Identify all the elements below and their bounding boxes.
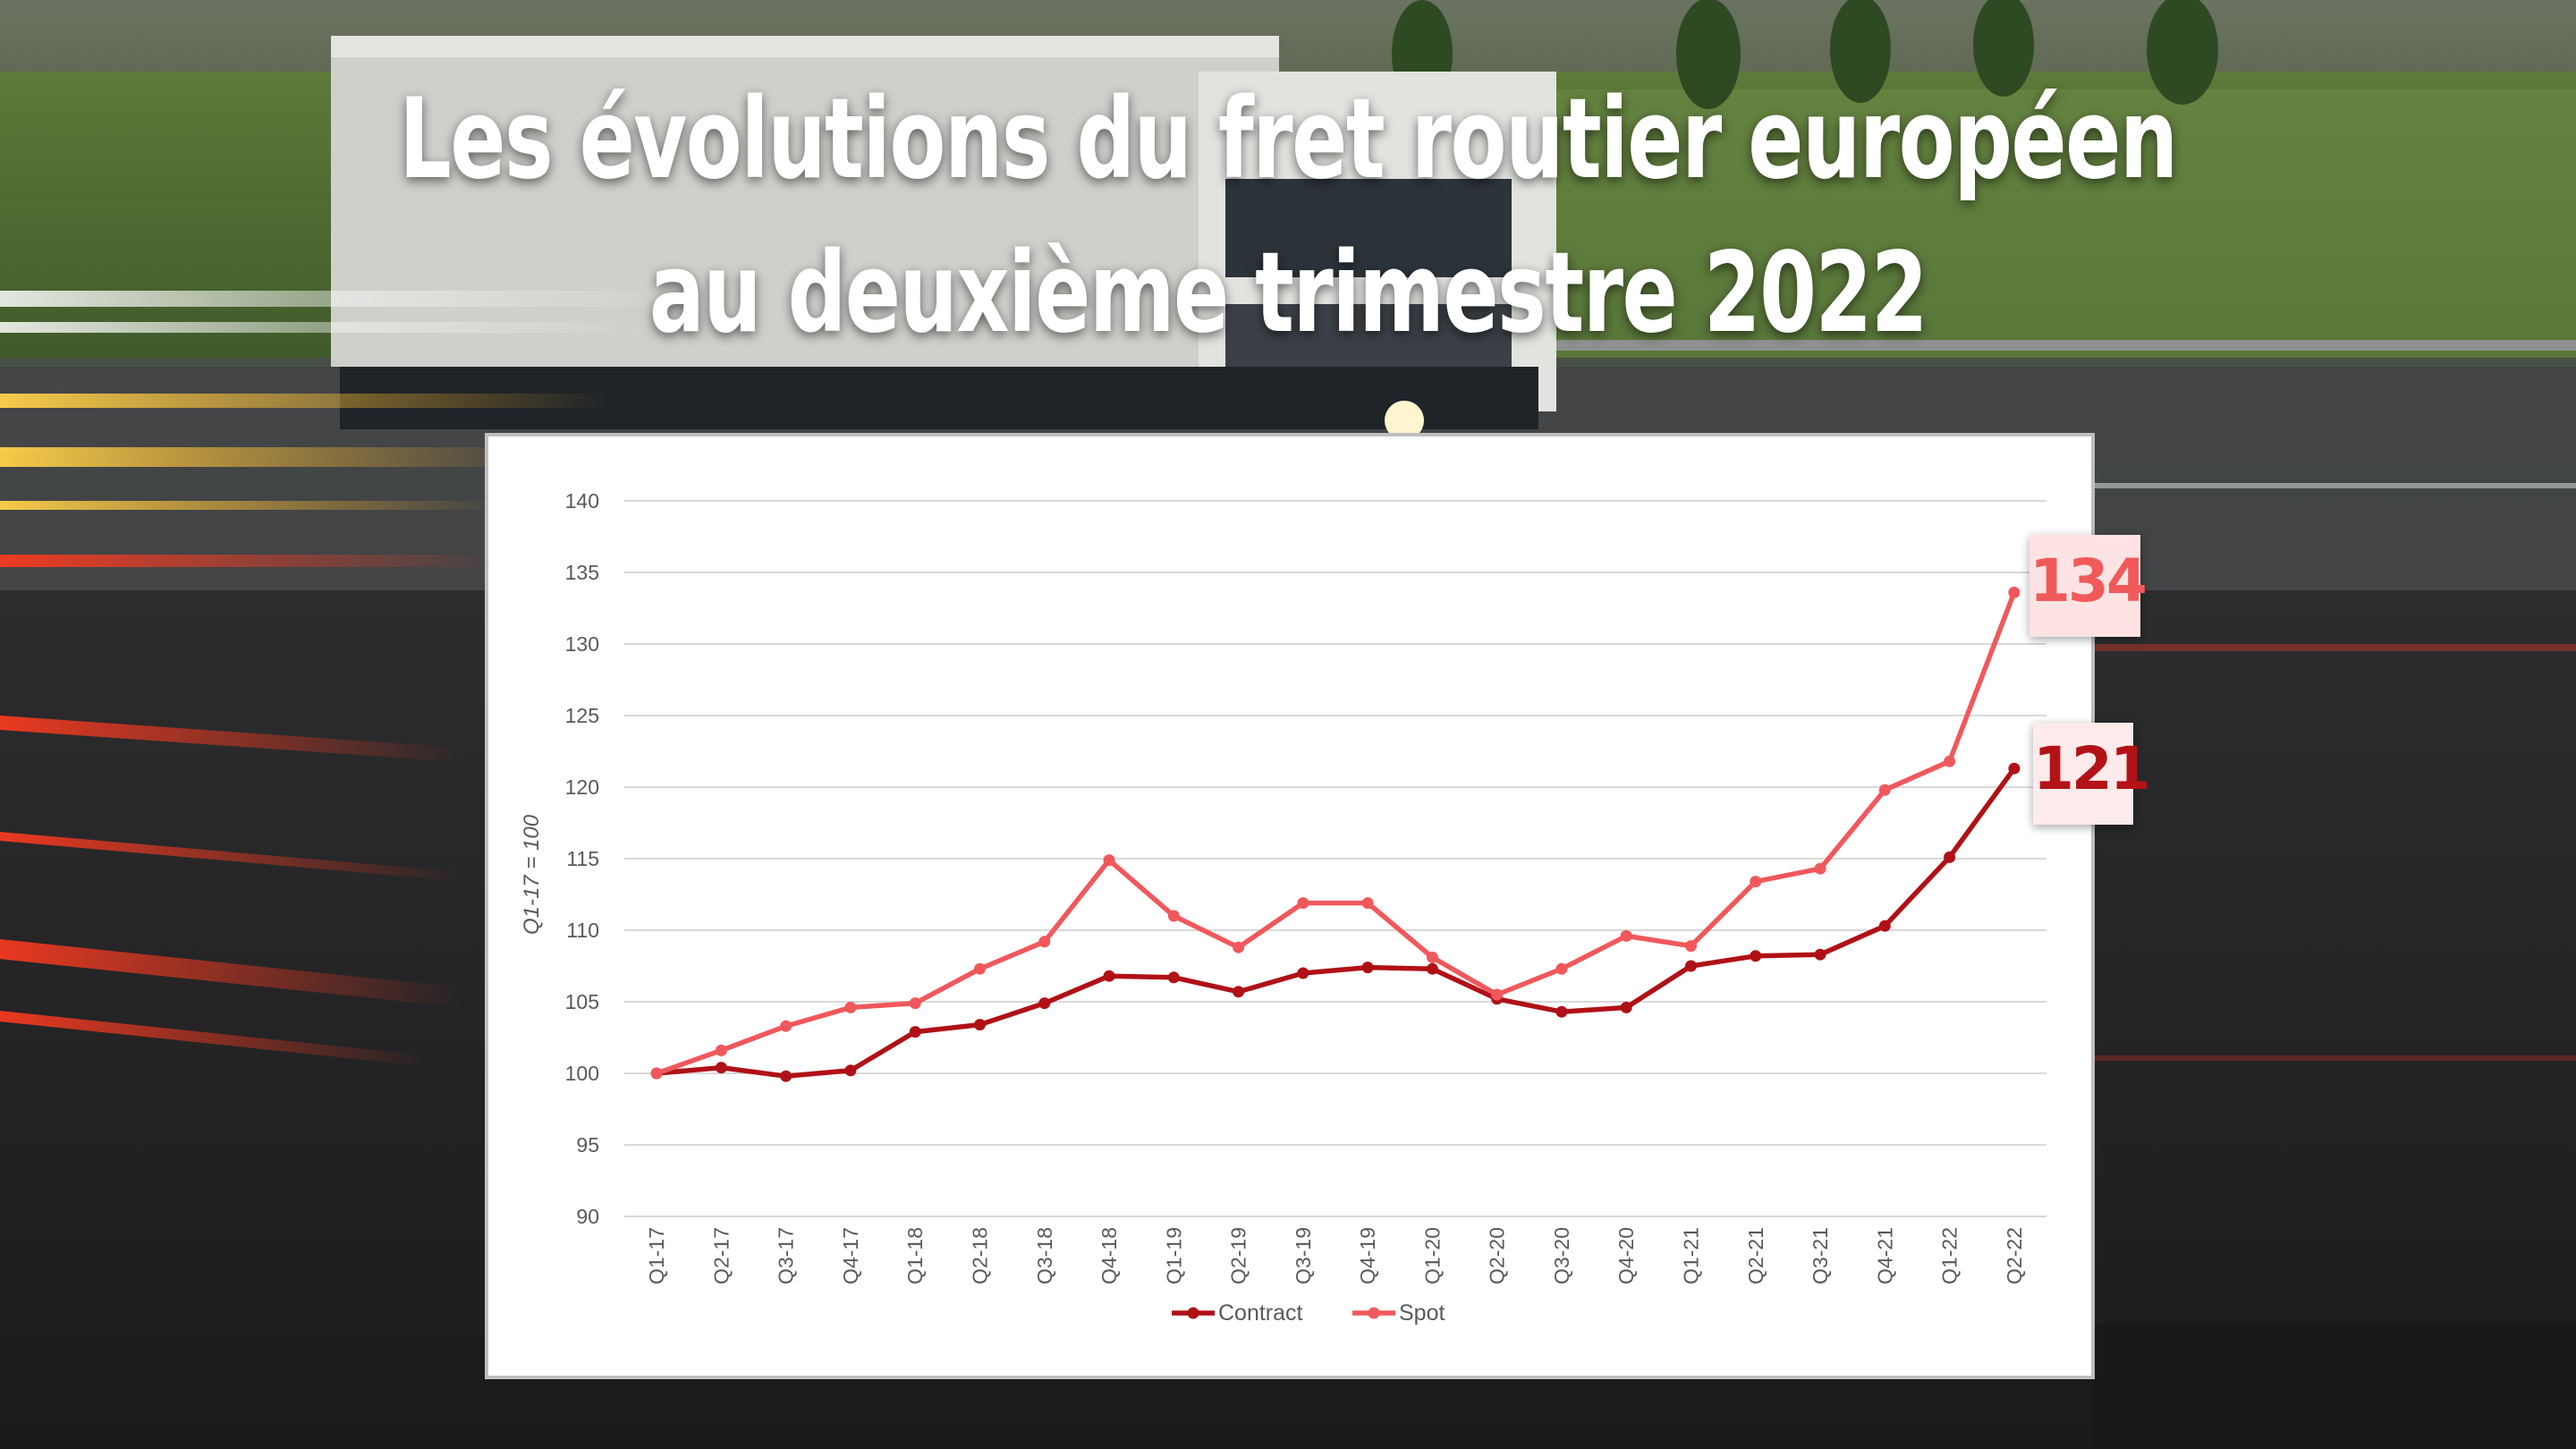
data-point-spot — [1038, 936, 1051, 948]
y-axis-ticks: 90 95 100 105 110 115 120 125 130 135 140 — [565, 489, 599, 1228]
x-tick-label: Q2-21 — [1744, 1227, 1767, 1284]
data-point-contract — [909, 1026, 921, 1038]
data-point-spot — [715, 1044, 727, 1056]
y-tick-label: 95 — [576, 1133, 599, 1157]
x-tick-label: Q2-22 — [2003, 1227, 2026, 1284]
x-tick-label: Q4-18 — [1097, 1227, 1121, 1284]
x-tick-label: Q1-17 — [645, 1227, 668, 1284]
series-spot — [650, 586, 2021, 1080]
spot-latest-value-callout: 134 — [2029, 535, 2148, 637]
contract-latest-value-callout: 121 — [2033, 723, 2151, 825]
y-tick-label: 140 — [565, 489, 599, 513]
data-point-contract — [974, 1019, 986, 1031]
x-tick-label: Q1-21 — [1680, 1227, 1703, 1284]
data-point-spot — [1426, 951, 1438, 963]
x-tick-label: Q1-19 — [1162, 1227, 1185, 1284]
data-point-spot — [1555, 962, 1568, 975]
x-tick-label: Q3-18 — [1033, 1227, 1056, 1284]
data-point-spot — [1750, 876, 1762, 888]
x-tick-label: Q3-21 — [1809, 1227, 1832, 1284]
data-point-spot — [1297, 897, 1309, 910]
y-tick-label: 110 — [566, 919, 599, 942]
data-point-contract — [1103, 970, 1115, 982]
series-line-spot — [656, 591, 2017, 1076]
x-tick-label: Q3-17 — [775, 1227, 798, 1284]
series-lines — [650, 586, 2021, 1082]
y-tick-label: 130 — [565, 632, 599, 656]
data-point-contract — [844, 1064, 857, 1077]
data-point-spot — [1361, 897, 1374, 910]
data-point-spot — [844, 1001, 857, 1013]
page-title-line-1: Les évolutions du fret routier européen — [399, 75, 2178, 204]
data-point-contract — [2008, 762, 2021, 775]
data-point-contract — [1620, 1001, 1632, 1013]
x-tick-label: Q4-20 — [1614, 1227, 1638, 1284]
line-chart: 90 95 100 105 110 115 120 125 130 135 140 Q1-17 Q2-… — [520, 489, 2046, 1326]
x-tick-label: Q2-20 — [1486, 1227, 1509, 1284]
y-tick-label: 135 — [565, 561, 599, 584]
y-tick-label: 100 — [565, 1062, 599, 1085]
page-title-line-2: au deuxième trimestre 2022 — [648, 229, 1928, 358]
x-tick-label: Q3-19 — [1292, 1227, 1315, 1284]
data-point-contract — [1167, 971, 1180, 984]
data-point-spot — [2008, 586, 2021, 598]
data-point-spot — [1167, 910, 1180, 922]
grid-lines — [624, 500, 2046, 1217]
y-tick-label: 125 — [565, 704, 599, 727]
y-tick-label: 120 — [565, 775, 599, 799]
legend-marker — [1368, 1307, 1380, 1319]
data-point-spot — [650, 1067, 663, 1080]
data-point-contract — [1685, 960, 1697, 972]
data-point-spot — [1491, 988, 1504, 1001]
x-tick-label: Q4-19 — [1356, 1227, 1379, 1284]
page-title: Les évolutions du fret routier européen … — [335, 63, 2241, 370]
data-point-contract — [1814, 948, 1826, 961]
data-point-spot — [1620, 929, 1632, 942]
data-point-spot — [1233, 941, 1245, 953]
data-point-contract — [1944, 851, 1956, 863]
data-point-spot — [1878, 784, 1891, 796]
legend-label: Spot — [1399, 1301, 1445, 1326]
x-tick-label: Q3-20 — [1550, 1227, 1573, 1284]
data-point-contract — [1750, 950, 1762, 962]
legend-label: Contract — [1218, 1301, 1303, 1326]
data-point-contract — [1038, 997, 1051, 1010]
data-point-contract — [780, 1070, 792, 1082]
x-tick-label: Q2-19 — [1227, 1227, 1250, 1284]
legend-item-contract: Contract — [1172, 1301, 1303, 1326]
legend: Contract Spot — [1172, 1301, 1445, 1326]
data-point-contract — [1233, 986, 1245, 998]
data-point-contract — [715, 1062, 727, 1074]
y-axis-label: Q1-17 = 100 — [520, 814, 544, 935]
data-point-spot — [1103, 854, 1115, 867]
y-tick-label: 115 — [566, 847, 599, 870]
data-point-contract — [1878, 919, 1891, 932]
x-tick-label: Q2-18 — [969, 1227, 992, 1284]
x-axis-ticks: Q1-17 Q2-17 Q3-17 Q4-17 Q1-18 Q2-18 Q3-18 Q4-18… — [645, 1227, 2026, 1284]
data-point-spot — [974, 962, 986, 975]
legend-marker — [1187, 1307, 1199, 1319]
data-point-contract — [1297, 967, 1309, 979]
series-contract — [650, 762, 2021, 1082]
x-tick-label: Q1-22 — [1938, 1227, 1962, 1284]
y-tick-label: 105 — [565, 990, 599, 1013]
data-point-spot — [1685, 940, 1697, 953]
x-tick-label: Q4-21 — [1873, 1227, 1896, 1284]
data-point-spot — [1814, 862, 1826, 875]
x-tick-label: Q1-18 — [903, 1227, 927, 1284]
y-tick-label: 90 — [576, 1205, 599, 1228]
data-point-spot — [1944, 755, 1956, 767]
series-line-contract — [656, 767, 2017, 1079]
x-tick-label: Q4-17 — [839, 1227, 862, 1284]
data-point-contract — [1555, 1005, 1568, 1018]
data-point-spot — [909, 997, 921, 1010]
x-tick-label: Q1-20 — [1420, 1227, 1444, 1284]
data-point-contract — [1426, 962, 1438, 975]
data-point-contract — [1361, 962, 1374, 974]
data-point-spot — [780, 1020, 792, 1032]
chart-panel: 90 95 100 105 110 115 120 125 130 135 140 Q1-17 Q2-… — [485, 433, 2095, 1379]
legend-item-spot: Spot — [1352, 1301, 1445, 1326]
x-tick-label: Q2-17 — [709, 1227, 733, 1284]
